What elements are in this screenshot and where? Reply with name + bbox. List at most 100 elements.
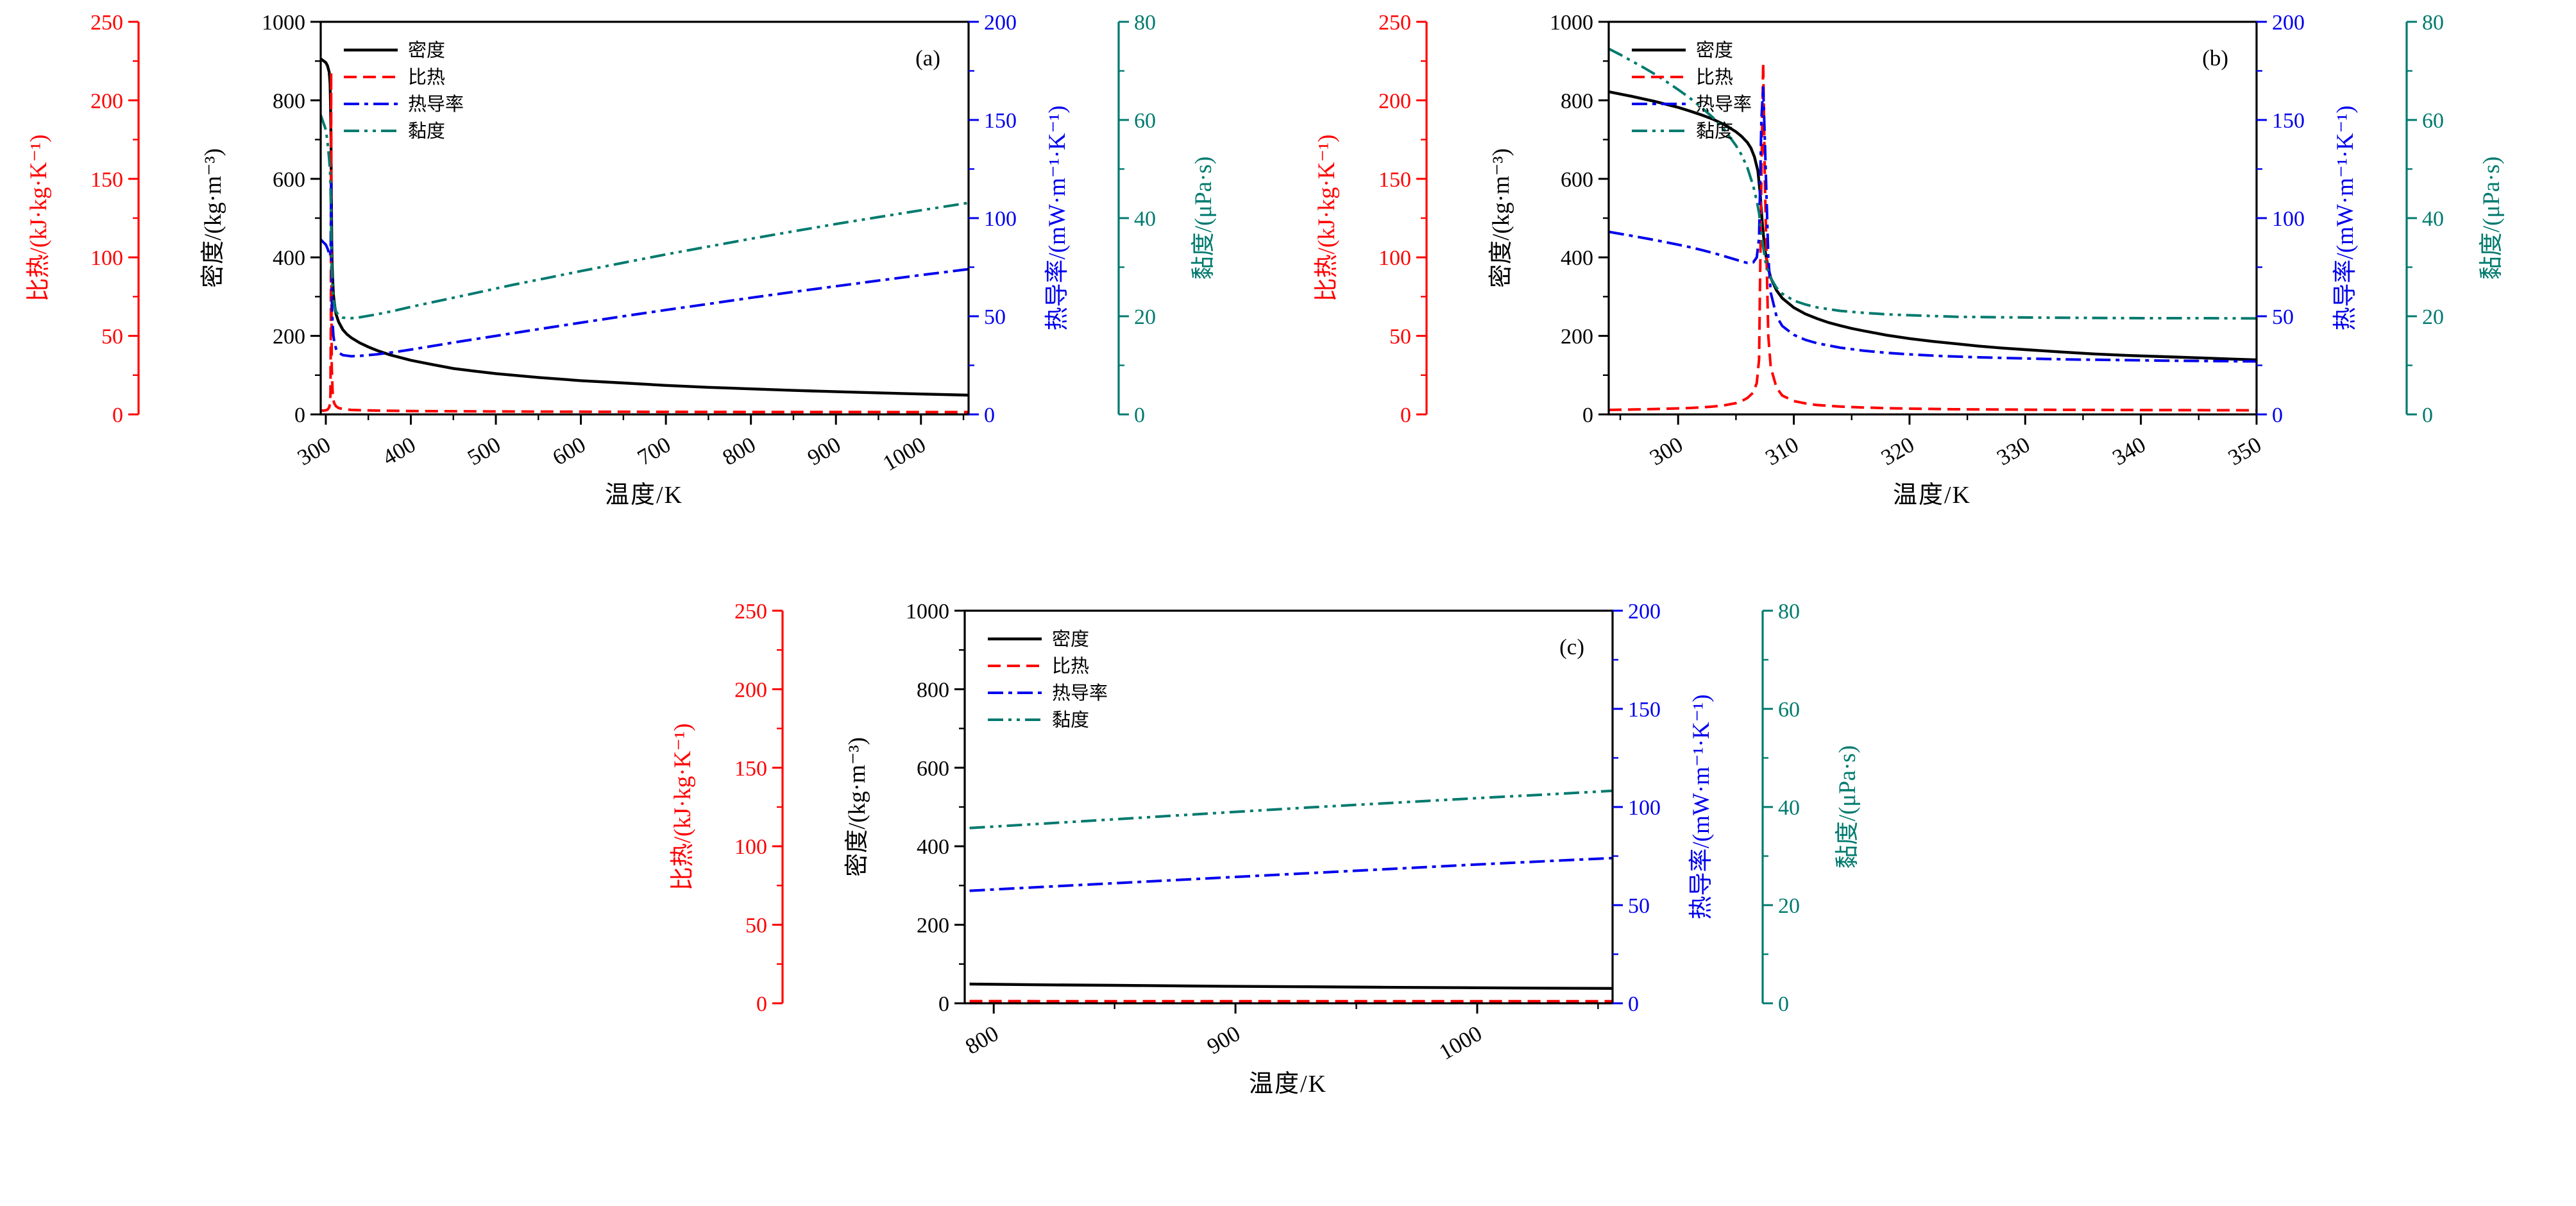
viscosity-tick-label: 0 (1778, 992, 1789, 1016)
conductivity-tick-label: 100 (1628, 796, 1661, 820)
viscosity-axis-title: 黏度/(μPa·s) (1834, 745, 1861, 869)
x-tick-label: 700 (633, 432, 675, 470)
x-tick-label: 500 (463, 432, 505, 470)
chart-b-x-axis-title: 温度/K (1288, 476, 2576, 511)
cp-tick-label: 0 (756, 992, 767, 1016)
conductivity-tick-label: 0 (1628, 992, 1639, 1016)
conductivity-tick-label: 150 (1628, 698, 1661, 722)
cp-tick-label: 150 (90, 168, 123, 192)
legend-label-cp: 比热 (408, 67, 445, 88)
conductivity-tick-label: 100 (984, 207, 1017, 231)
density-tick-label: 200 (273, 325, 305, 349)
density-tick-label: 200 (917, 914, 949, 938)
conductivity-tick-label: 200 (984, 11, 1017, 35)
series-group (970, 791, 1613, 1001)
series-viscosity-line (1609, 49, 2257, 318)
conductivity-tick-label: 200 (2272, 11, 2305, 35)
legend-label-conductivity: 热导率 (1052, 683, 1108, 704)
conductivity-tick-label: 150 (984, 109, 1017, 133)
series-density-line (970, 984, 1613, 989)
legend-label-conductivity: 热导率 (408, 94, 464, 115)
viscosity-tick-label: 40 (1134, 207, 1156, 231)
density-tick-label: 400 (917, 835, 949, 859)
viscosity-axis-title: 黏度/(μPa·s) (2478, 157, 2505, 280)
cp-tick-label: 250 (1378, 11, 1411, 35)
x-tick-label: 330 (1992, 432, 2034, 470)
conductivity-tick-label: 100 (2272, 207, 2305, 231)
panel-label: (b) (2202, 46, 2228, 71)
cp-tick-label: 50 (1389, 325, 1411, 349)
conductivity-axis-title: 热导率/(mW·m⁻¹·K⁻¹) (1688, 694, 1715, 919)
legend-label-density: 密度 (1696, 40, 1733, 61)
cp-tick-label: 200 (734, 678, 767, 702)
x-tick-label: 800 (961, 1021, 1003, 1059)
legend-label-density: 密度 (1052, 629, 1089, 650)
conductivity-tick-label: 0 (2272, 403, 2283, 427)
x-tick-label: 400 (378, 432, 420, 470)
viscosity-tick-label: 0 (1134, 403, 1145, 427)
conductivity-tick-label: 50 (2272, 305, 2294, 329)
conductivity-axis-title: 热导率/(mW·m⁻¹·K⁻¹) (2332, 105, 2359, 330)
density-axis-title: 密度/(kg·m⁻³) (1487, 148, 1514, 288)
cp-tick-label: 200 (1378, 89, 1411, 113)
series-viscosity-line (970, 791, 1613, 828)
density-tick-label: 600 (273, 168, 305, 192)
cp-tick-label: 50 (101, 325, 123, 349)
viscosity-tick-label: 80 (1134, 11, 1156, 35)
density-tick-label: 400 (1561, 246, 1593, 270)
viscosity-tick-label: 80 (2422, 11, 2444, 35)
cp-tick-label: 250 (90, 11, 123, 35)
panel-label: (c) (1559, 634, 1584, 659)
density-axis-title: 密度/(kg·m⁻³) (843, 737, 870, 877)
cp-tick-label: 250 (734, 600, 767, 624)
density-tick-label: 0 (1582, 403, 1593, 427)
cp-tick-label: 50 (745, 914, 767, 938)
density-tick-label: 0 (294, 403, 305, 427)
cp-axis-title: 比热/(kJ·kg·K⁻¹) (670, 724, 696, 891)
legend-label-viscosity: 黏度 (1696, 121, 1733, 142)
density-tick-label: 0 (938, 992, 949, 1016)
viscosity-tick-label: 40 (1778, 796, 1800, 820)
cp-axis-title: 比热/(kJ·kg·K⁻¹) (1314, 135, 1340, 302)
x-tick-label: 300 (293, 432, 335, 470)
density-tick-label: 600 (917, 757, 949, 781)
conductivity-tick-label: 150 (2272, 109, 2305, 133)
cp-tick-label: 100 (90, 246, 123, 270)
chart-c-x-axis-title: 温度/K (644, 1065, 1932, 1100)
viscosity-tick-label: 0 (2422, 403, 2433, 427)
legend-label-cp: 比热 (1696, 67, 1733, 88)
density-axis-title: 密度/(kg·m⁻³) (199, 148, 226, 288)
legend-label-cp: 比热 (1052, 656, 1089, 677)
x-tick-label: 320 (1877, 432, 1919, 470)
conductivity-tick-label: 50 (1628, 894, 1650, 918)
x-tick-label: 800 (718, 432, 760, 470)
viscosity-tick-label: 80 (1778, 600, 1800, 624)
density-tick-label: 200 (1561, 325, 1593, 349)
viscosity-axis-title: 黏度/(μPa·s) (1190, 157, 1217, 280)
x-tick-label: 1000 (1435, 1021, 1486, 1065)
legend-label-viscosity: 黏度 (1052, 709, 1089, 731)
conductivity-tick-label: 0 (984, 403, 995, 427)
density-tick-label: 800 (273, 89, 305, 113)
x-tick-label: 900 (1203, 1021, 1244, 1059)
density-tick-label: 600 (1561, 168, 1593, 192)
series-viscosity-line (321, 115, 969, 318)
density-tick-label: 400 (273, 246, 305, 270)
x-tick-label: 300 (1645, 432, 1687, 470)
x-tick-label: 340 (2108, 432, 2150, 470)
density-tick-label: 1000 (906, 600, 949, 624)
legend-label-density: 密度 (408, 40, 445, 61)
legend-label-conductivity: 热导率 (1696, 94, 1752, 115)
x-tick-label: 350 (2224, 432, 2266, 470)
cp-tick-label: 0 (1400, 403, 1411, 427)
x-tick-label: 600 (548, 432, 590, 470)
